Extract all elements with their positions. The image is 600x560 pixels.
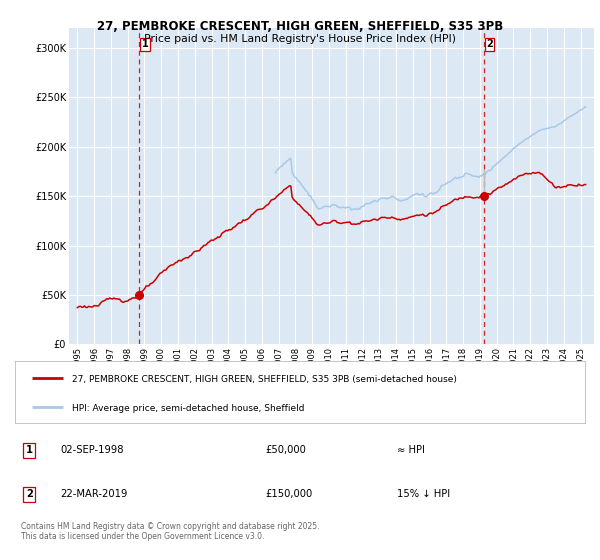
Text: 22-MAR-2019: 22-MAR-2019 — [61, 489, 128, 499]
Text: ≈ HPI: ≈ HPI — [397, 445, 425, 455]
Text: 2: 2 — [486, 39, 493, 49]
Text: 1: 1 — [142, 39, 148, 49]
Text: HPI: Average price, semi-detached house, Sheffield: HPI: Average price, semi-detached house,… — [72, 404, 305, 413]
Text: 02-SEP-1998: 02-SEP-1998 — [61, 445, 124, 455]
Text: 27, PEMBROKE CRESCENT, HIGH GREEN, SHEFFIELD, S35 3PB: 27, PEMBROKE CRESCENT, HIGH GREEN, SHEFF… — [97, 20, 503, 32]
Text: 1: 1 — [26, 445, 33, 455]
Text: 2: 2 — [26, 489, 32, 499]
Text: Contains HM Land Registry data © Crown copyright and database right 2025.
This d: Contains HM Land Registry data © Crown c… — [20, 522, 319, 542]
Text: £50,000: £50,000 — [266, 445, 307, 455]
Text: £150,000: £150,000 — [266, 489, 313, 499]
Text: Price paid vs. HM Land Registry's House Price Index (HPI): Price paid vs. HM Land Registry's House … — [144, 34, 456, 44]
Text: 27, PEMBROKE CRESCENT, HIGH GREEN, SHEFFIELD, S35 3PB (semi-detached house): 27, PEMBROKE CRESCENT, HIGH GREEN, SHEFF… — [72, 375, 457, 384]
Text: 15% ↓ HPI: 15% ↓ HPI — [397, 489, 450, 499]
